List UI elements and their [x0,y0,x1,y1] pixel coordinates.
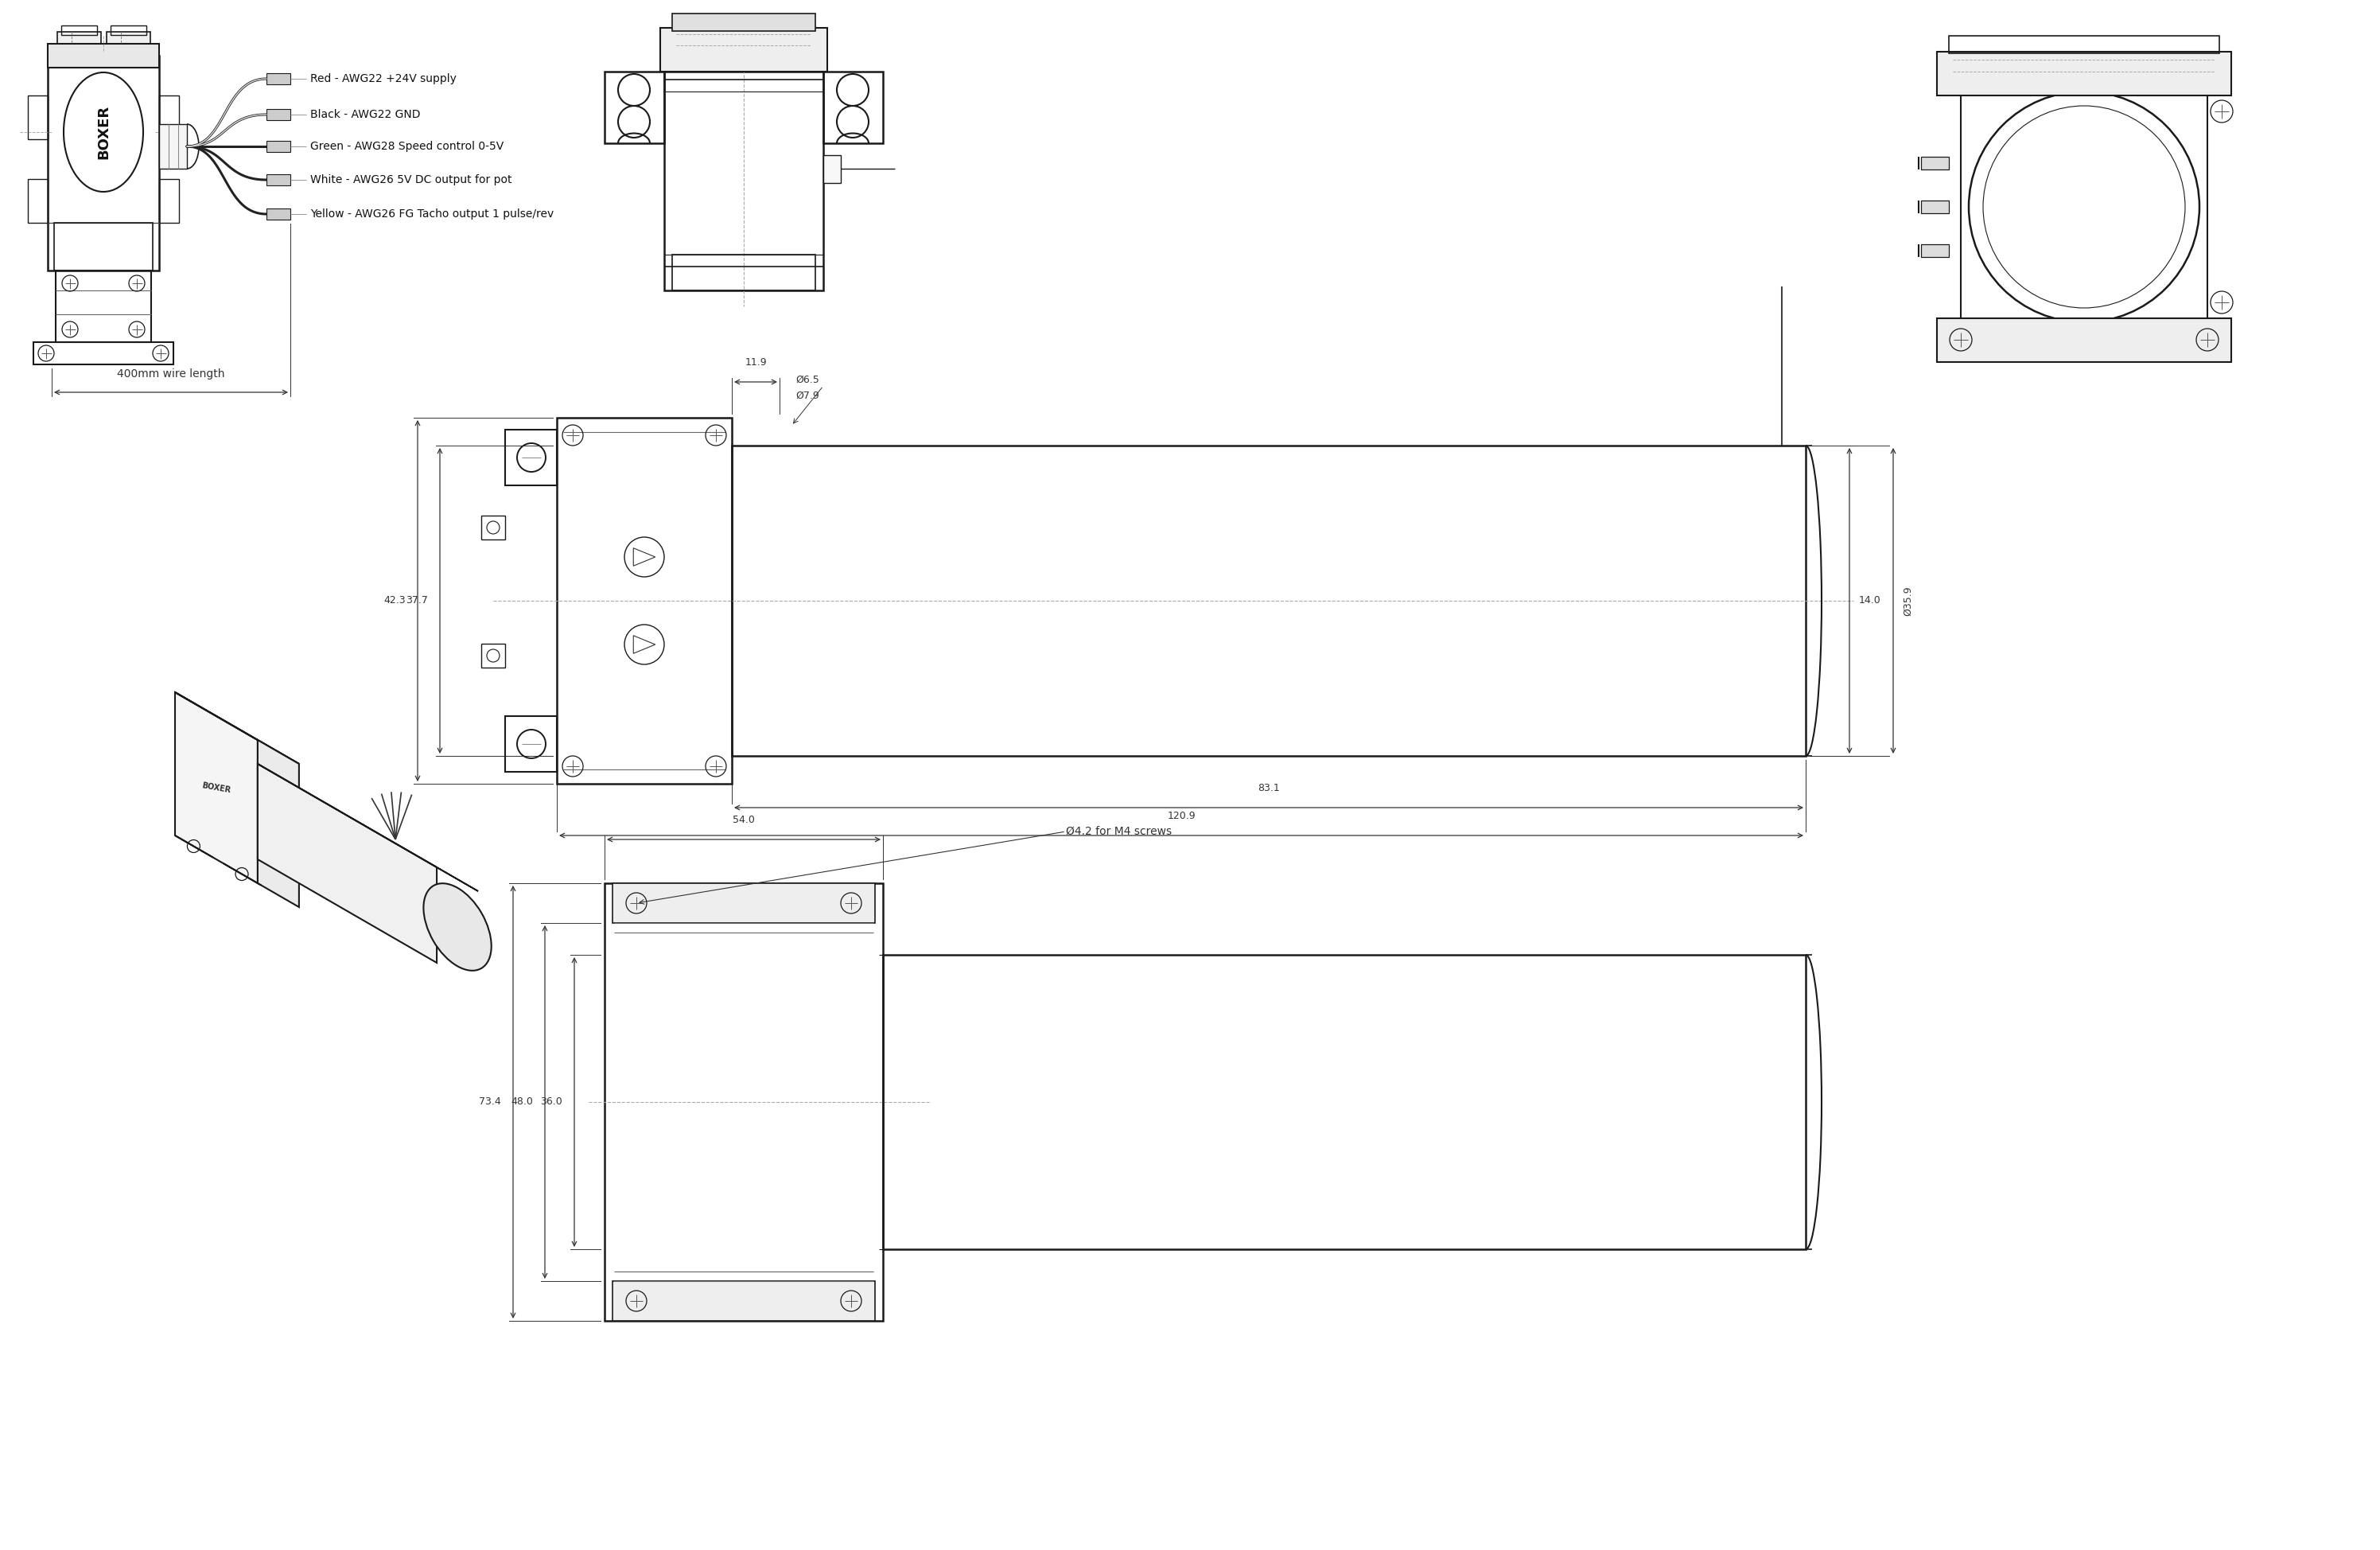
Text: 37.7: 37.7 [405,595,428,606]
Bar [109,25,145,36]
Bar [481,516,505,539]
Bar [1921,200,1949,214]
Text: BOXER: BOXER [202,781,231,794]
Text: Ø35.9: Ø35.9 [1902,586,1914,615]
Text: 54.0: 54.0 [733,815,754,825]
Bar [1961,84,2206,330]
Bar [57,33,100,64]
Polygon shape [176,693,257,884]
Text: 73.4: 73.4 [478,1097,502,1107]
Bar [823,155,840,183]
Bar [159,180,178,223]
Bar [29,180,48,223]
Polygon shape [224,863,262,885]
Bar [1937,51,2230,96]
Text: 83.1: 83.1 [1257,783,1280,794]
Bar [29,96,48,140]
Bar [557,419,731,784]
Text: 400mm wire length: 400mm wire length [117,369,226,380]
Bar [505,716,557,772]
Text: 11.9: 11.9 [745,357,766,367]
Polygon shape [176,835,212,857]
Bar [731,445,1806,756]
Bar [1949,36,2218,53]
Bar [481,643,505,668]
Bar [62,25,98,36]
Bar [159,96,178,140]
Bar [883,955,1806,1249]
Bar [823,71,883,143]
Text: Red - AWG22 +24V supply: Red - AWG22 +24V supply [309,73,457,84]
Bar [159,124,188,169]
Text: Black - AWG22 GND: Black - AWG22 GND [309,109,421,121]
Bar [267,208,290,220]
Bar [267,73,290,84]
Text: 14.0: 14.0 [1859,595,1880,606]
Bar [612,1280,876,1321]
Bar [1937,318,2230,363]
Text: Ø7.9: Ø7.9 [795,391,819,400]
Bar [671,14,816,31]
Bar [48,56,159,271]
Bar [505,429,557,485]
Bar [1921,157,1949,169]
Bar [33,343,174,364]
Bar [664,71,823,290]
Bar [659,28,828,71]
Text: 120.9: 120.9 [1166,811,1195,822]
Polygon shape [257,764,438,963]
Bar [605,884,883,1321]
Text: Ø6.5: Ø6.5 [795,375,819,384]
Bar [55,223,152,271]
Text: BOXER: BOXER [95,105,109,160]
Text: Yellow - AWG26 FG Tacho output 1 pulse/rev: Yellow - AWG26 FG Tacho output 1 pulse/r… [309,208,555,220]
Text: 36.0: 36.0 [540,1097,562,1107]
Polygon shape [257,764,478,891]
Bar [55,271,152,343]
Text: 42.3: 42.3 [383,595,405,606]
Bar [267,109,290,121]
Polygon shape [176,693,300,764]
Bar [1921,245,1949,257]
Text: Green - AWG28 Speed control 0-5V: Green - AWG28 Speed control 0-5V [309,141,505,152]
Bar [612,884,876,922]
Bar [48,43,159,68]
Bar [107,33,150,64]
Ellipse shape [424,884,490,970]
Bar [267,174,290,186]
Bar [671,254,816,290]
Text: White - AWG26 5V DC output for pot: White - AWG26 5V DC output for pot [309,174,512,186]
Text: 48.0: 48.0 [512,1097,533,1107]
Bar [267,141,290,152]
Bar [605,71,664,143]
Polygon shape [257,739,300,907]
Text: Ø4.2 for M4 screws: Ø4.2 for M4 screws [1066,826,1171,837]
